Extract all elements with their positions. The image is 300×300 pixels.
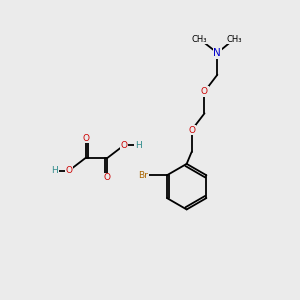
Text: Br: Br <box>138 171 148 180</box>
Text: O: O <box>65 166 72 175</box>
Text: O: O <box>121 140 128 149</box>
Text: H: H <box>135 140 142 149</box>
Text: H: H <box>52 166 58 175</box>
Text: CH₃: CH₃ <box>192 34 207 43</box>
Text: O: O <box>188 126 195 135</box>
Text: O: O <box>82 134 89 142</box>
Text: O: O <box>104 173 111 182</box>
Text: CH₃: CH₃ <box>226 34 242 43</box>
Text: O: O <box>201 87 208 96</box>
Text: N: N <box>214 48 221 58</box>
